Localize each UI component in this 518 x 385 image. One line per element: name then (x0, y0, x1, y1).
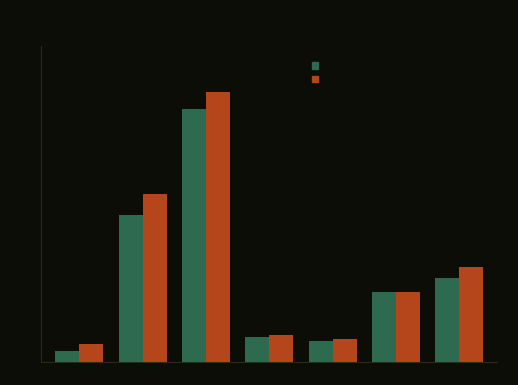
Bar (372, 292, 396, 362)
Bar (143, 194, 167, 362)
Bar (459, 267, 483, 362)
Bar (79, 344, 104, 362)
Bar (119, 214, 143, 362)
Bar (206, 92, 230, 362)
Bar (435, 278, 459, 362)
Bar (396, 292, 420, 362)
Bar (182, 109, 206, 362)
Bar (269, 335, 293, 362)
Bar (246, 337, 269, 362)
Bar (333, 339, 357, 362)
Bar (309, 341, 333, 362)
Bar (55, 352, 79, 362)
Legend: , : , (310, 60, 320, 85)
